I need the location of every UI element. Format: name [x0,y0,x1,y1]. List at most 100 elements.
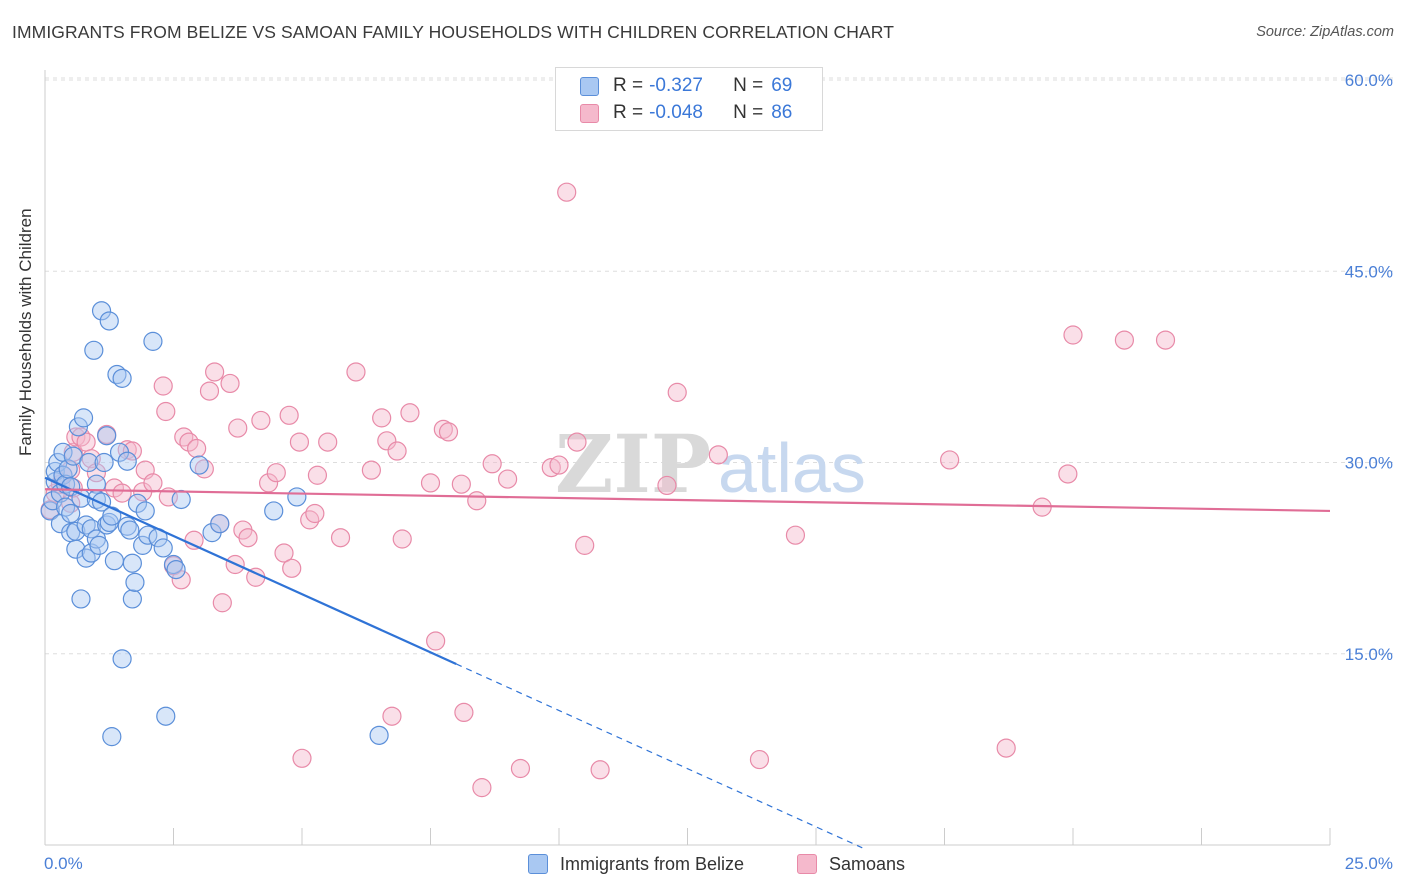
samoan-point [251,410,271,431]
belize-point [86,474,107,494]
samoan-point [541,458,561,478]
samoan-point [187,438,207,459]
samoan-point [258,473,279,493]
samoan-point [228,418,248,438]
belize-point [122,589,142,609]
belize-point [61,503,81,524]
samoan-point [289,432,310,452]
belize-point [117,451,137,471]
belize-point [127,493,148,513]
samoan-point [1058,464,1078,484]
samoan-point [510,758,531,779]
r-label: R = [613,102,644,123]
r-value: -0.327 [649,75,703,96]
samoan-point [1114,330,1135,350]
belize-point [107,364,127,385]
samoan-point [400,403,420,423]
samoan-point [205,362,225,382]
samoan-point [279,405,299,425]
y-tick-label: 15.0% [1345,645,1393,664]
samoan-point [112,483,132,503]
stats-legend-row-samoans: R = -0.048 N = 86 [580,101,792,125]
samoan-point [549,455,569,475]
samoan-point [212,593,232,613]
belize-point [210,514,230,534]
samoan-point [498,469,518,489]
samoan-point [305,503,325,524]
belize-point [76,515,96,535]
samoan-point [557,182,577,202]
samoan-point [156,401,176,422]
samoan-point [86,463,107,483]
samoan-point [199,381,220,401]
blue-swatch [580,76,599,96]
belize-point [112,649,132,669]
samoan-point [392,529,412,549]
belize-point [125,572,145,592]
legend-item-belize[interactable]: Immigrants from Belize [528,852,744,876]
belize-trend-line [44,476,457,665]
y-tick-label: 60.0% [1345,71,1393,90]
samoan-point [274,543,294,563]
x-tick-labels: 0.0% 25.0% [44,854,1393,873]
belize-point [71,589,91,609]
y-tick-labels: 15.0% 30.0% 45.0% 60.0% [1345,71,1393,664]
belize-point [156,706,176,726]
samoan-point [426,631,446,651]
n-label: N = [733,75,764,96]
y-tick-label: 45.0% [1345,262,1393,281]
watermark-zip: ZIP [555,417,711,511]
belize-point [84,340,104,360]
samoan-point [785,525,806,545]
belize-point [120,520,140,540]
legend-item-samoans[interactable]: Samoans [797,852,905,876]
belize-point [91,301,112,321]
belize-point [76,548,96,568]
samoan-point [590,760,610,780]
chart-title: IMMIGRANTS FROM BELIZE VS SAMOAN FAMILY … [12,22,895,42]
y-tick-label: 30.0% [1345,454,1393,473]
belize-point [133,535,153,555]
samoan-point [377,431,397,451]
samoan-point [454,702,474,723]
samoan-point [657,475,677,496]
belize-point [99,311,119,331]
watermark-atlas: atlas [718,429,866,507]
belize-point [89,535,109,555]
samoan-point [940,450,960,470]
belize-point [122,553,142,573]
samoan-point [667,382,687,402]
stats-legend: R = -0.327 N = 69 R = -0.048 N = 86 [555,67,823,131]
samoan-point [300,510,320,530]
r-value: -0.048 [649,102,703,123]
samoan-trend-line [44,488,1331,513]
samoan-point [153,376,173,396]
belize-point [171,489,191,510]
legend-label-samoans: Samoans [829,853,906,874]
samoan-point [292,748,312,768]
belize-point [79,452,99,473]
n-value: 69 [771,75,793,96]
samoan-point [361,460,381,480]
source-credit: Source: ZipAtlas.com [1256,24,1394,40]
trend-lines [44,476,1331,849]
n-value: 86 [771,102,793,123]
pink-swatch [797,854,817,874]
samoan-point [472,778,492,798]
samoan-point [346,362,366,382]
belize-point [73,408,94,428]
samoan-point [575,535,595,555]
watermark: ZIP atlas [555,417,866,511]
samoan-point [482,454,502,474]
samoan-point [307,465,328,485]
blue-swatch [528,854,548,874]
samoan-point [382,706,402,726]
belize-point [94,452,114,473]
pink-swatch [580,103,599,123]
belize-point [369,725,389,745]
samoan-point [282,558,302,578]
samoan-point [387,441,407,461]
samoan-point [171,570,191,590]
samoan-point [420,473,441,493]
